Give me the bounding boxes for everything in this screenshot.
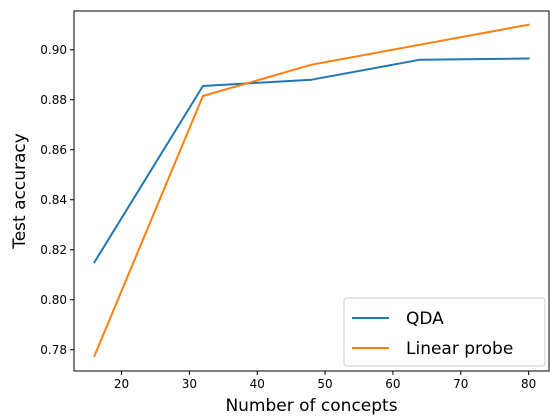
y-tick-label: 0.78 (40, 343, 67, 357)
y-tick-label: 0.88 (40, 93, 67, 107)
x-tick-label: 30 (182, 377, 197, 391)
y-axis-label: Test accuracy (10, 133, 30, 250)
x-tick-label: 80 (521, 377, 536, 391)
series-line-qda (93, 57, 530, 264)
series-line-linear-probe (93, 23, 530, 358)
x-tick-label: 60 (385, 377, 400, 391)
x-tick-label: 40 (250, 377, 265, 391)
y-tick-label: 0.86 (40, 143, 67, 157)
series-layer (93, 23, 530, 358)
y-tick-label: 0.80 (40, 293, 67, 307)
legend-box (343, 297, 546, 367)
x-tick-label: 50 (317, 377, 332, 391)
y-tick-label: 0.82 (40, 243, 67, 257)
y-tick-label: 0.84 (40, 193, 67, 207)
x-tick-label: 70 (453, 377, 468, 391)
x-axis-ticks: 20 30 40 50 60 70 80 (114, 371, 536, 391)
legend-label: Linear probe (406, 339, 513, 359)
y-tick-label: 0.90 (40, 43, 67, 57)
legend-label: QDA (406, 309, 444, 329)
x-tick-label: 20 (114, 377, 129, 391)
x-axis-label: Number of concepts (225, 396, 397, 416)
y-axis-ticks: 0.78 0.80 0.82 0.84 0.86 0.88 0.90 (40, 43, 74, 357)
legend: QDA Linear probe (343, 297, 546, 367)
plot-frame (73, 10, 550, 372)
